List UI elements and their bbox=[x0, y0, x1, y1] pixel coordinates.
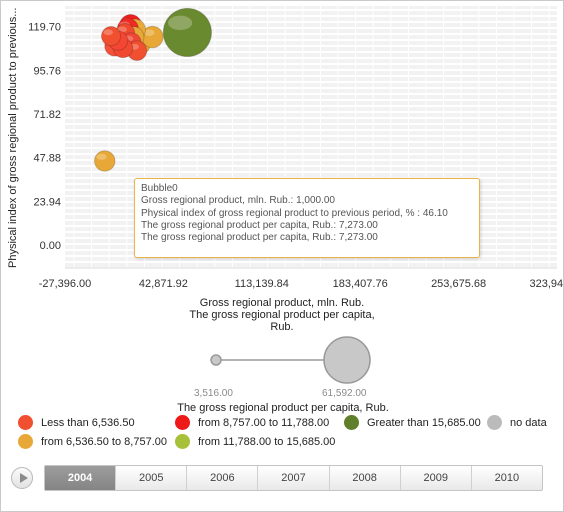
legend-label: Less than 6,536.50 bbox=[41, 416, 135, 429]
x-tick-label: 42,871.92 bbox=[139, 278, 188, 290]
y-tick-label: 119.70 bbox=[28, 22, 61, 34]
x-tick-label: 113,139.84 bbox=[235, 278, 289, 290]
tooltip-line-size: The gross regional product per capita, R… bbox=[141, 219, 378, 231]
x-tick-label: 323,943.60 bbox=[529, 278, 563, 290]
x-axis-title-main: Gross regional product, mln. Rub. bbox=[199, 297, 365, 309]
size-legend-max-bubble bbox=[323, 336, 371, 384]
bubble-highlight bbox=[96, 153, 107, 160]
legend-label: from 8,757.00 to 11,788.00 bbox=[198, 416, 330, 429]
size-legend-title: The gross regional product per capita, R… bbox=[177, 402, 389, 414]
bubble-0 bbox=[94, 150, 116, 172]
y-tick-label: 95.76 bbox=[33, 65, 61, 77]
timeline-year-2006[interactable]: 2006 bbox=[187, 466, 259, 490]
size-legend bbox=[210, 336, 371, 384]
timeline-year-2008[interactable]: 2008 bbox=[330, 466, 401, 490]
x-axis-title: Gross regional product, mln. Rub. The gr… bbox=[177, 297, 387, 333]
x-tick-label: -27,396.00 bbox=[39, 278, 92, 290]
axes: 0.00 23.94 47.88 71.82 95.76 119.70 -27,396.00… bbox=[28, 22, 563, 290]
bubble-circle bbox=[162, 7, 212, 58]
bubble-highlight bbox=[143, 29, 155, 36]
bubble-highlight bbox=[103, 29, 113, 36]
legend-swatch bbox=[344, 415, 359, 430]
legend-swatch bbox=[487, 415, 502, 430]
size-legend-min-label: 3,516.00 bbox=[194, 388, 233, 399]
x-axis-title-size: The gross regional product per capita, R… bbox=[189, 309, 375, 333]
legend-swatch bbox=[175, 415, 190, 430]
legend-swatch bbox=[18, 415, 33, 430]
timeline-player: 2004 2005 2006 2007 2008 2009 2010 bbox=[11, 465, 543, 491]
legend-label: no data bbox=[510, 416, 547, 429]
bubble-tooltip: Bubble0 Gross regional product, mln. Rub… bbox=[134, 178, 480, 258]
legend-swatch bbox=[18, 434, 33, 449]
y-tick-label: 23.94 bbox=[33, 196, 61, 208]
timeline-year-2010[interactable]: 2010 bbox=[494, 472, 520, 484]
bubble-15 bbox=[162, 7, 212, 58]
legend-label: Greater than 15,685.00 bbox=[367, 416, 481, 429]
play-button[interactable] bbox=[11, 467, 33, 489]
legend-item-8757-11788[interactable]: from 8,757.00 to 11,788.00 bbox=[175, 415, 329, 430]
legend-swatch bbox=[175, 434, 190, 449]
size-legend-max-label: 61,592.00 bbox=[322, 388, 367, 399]
tooltip-line-x: Gross regional product, mln. Rub.: 1,000… bbox=[141, 195, 335, 207]
timeline-year-2004[interactable]: 2004 bbox=[45, 466, 117, 490]
legend-item-6536-8757[interactable]: from 6,536.50 to 8,757.00 bbox=[18, 434, 167, 449]
y-tick-label: 0.00 bbox=[40, 240, 61, 252]
legend-label: from 6,536.50 to 8,757.00 bbox=[41, 435, 167, 448]
bubble-circle bbox=[100, 26, 122, 47]
timeline-year-2009[interactable]: 2009 bbox=[401, 466, 472, 490]
y-tick-label: 71.82 bbox=[33, 109, 61, 121]
legend-label: from 11,788.00 to 15,685.00 bbox=[198, 435, 336, 448]
legend-item-no-data[interactable]: no data bbox=[487, 415, 547, 430]
timeline-year-2007[interactable]: 2007 bbox=[258, 466, 330, 490]
timeline-track: 2004 2005 2006 2007 2008 2009 2010 bbox=[44, 465, 543, 491]
bubble-highlight bbox=[117, 26, 128, 33]
bubble-1 bbox=[100, 26, 122, 47]
tooltip-line-y: Physical index of gross regional product… bbox=[141, 207, 448, 219]
x-tick-label: 183,407.76 bbox=[333, 278, 388, 290]
size-legend-min-bubble bbox=[210, 354, 222, 366]
tooltip-line-color: The gross regional product per capita, R… bbox=[141, 232, 378, 244]
legend-item-11788-15685[interactable]: from 11,788.00 to 15,685.00 bbox=[175, 434, 335, 449]
legend-item-greater-than[interactable]: Greater than 15,685.00 bbox=[344, 415, 481, 430]
timeline-year-2005[interactable]: 2005 bbox=[116, 466, 188, 490]
bubble-circle bbox=[94, 150, 116, 172]
y-tick-label: 47.88 bbox=[33, 153, 61, 165]
legend-item-less-than[interactable]: Less than 6,536.50 bbox=[18, 415, 135, 430]
tooltip-title: Bubble0 bbox=[141, 183, 178, 194]
x-tick-label: 253,675.68 bbox=[431, 278, 486, 290]
bubble-series bbox=[94, 7, 212, 172]
bubble-highlight bbox=[168, 15, 193, 31]
